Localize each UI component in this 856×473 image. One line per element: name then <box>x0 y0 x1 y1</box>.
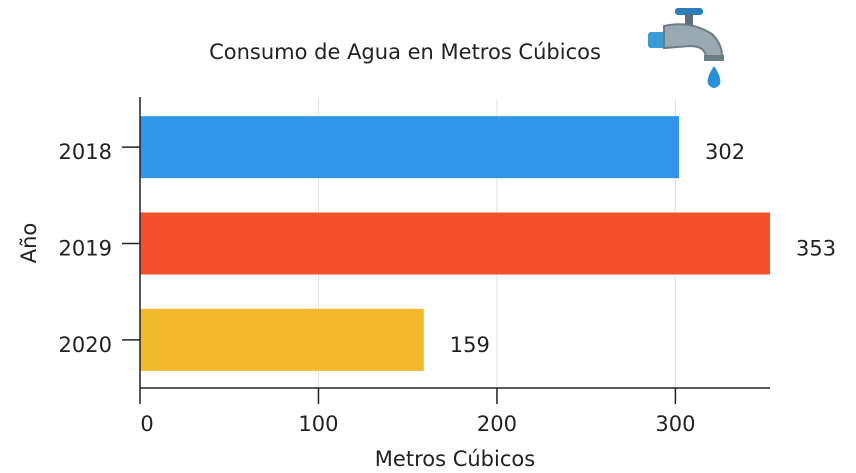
x-axis-label: Metros Cúbicos <box>375 447 535 471</box>
value-label: 353 <box>796 237 836 261</box>
bar <box>140 116 679 179</box>
value-label: 159 <box>450 333 490 357</box>
x-tick-label: 200 <box>477 412 517 436</box>
value-label: 302 <box>705 140 745 164</box>
y-axis-label: Año <box>17 223 41 264</box>
faucet-icon <box>648 8 724 88</box>
y-tick-label: 2018 <box>59 140 112 164</box>
bar <box>140 308 424 371</box>
x-tick-label: 0 <box>140 412 153 436</box>
x-tick-label: 100 <box>298 412 338 436</box>
bar <box>140 212 770 275</box>
y-tick-label: 2019 <box>59 237 112 261</box>
chart-title: Consumo de Agua en Metros Cúbicos <box>209 40 601 64</box>
x-tick-label: 300 <box>655 412 695 436</box>
y-tick-label: 2020 <box>59 333 112 357</box>
